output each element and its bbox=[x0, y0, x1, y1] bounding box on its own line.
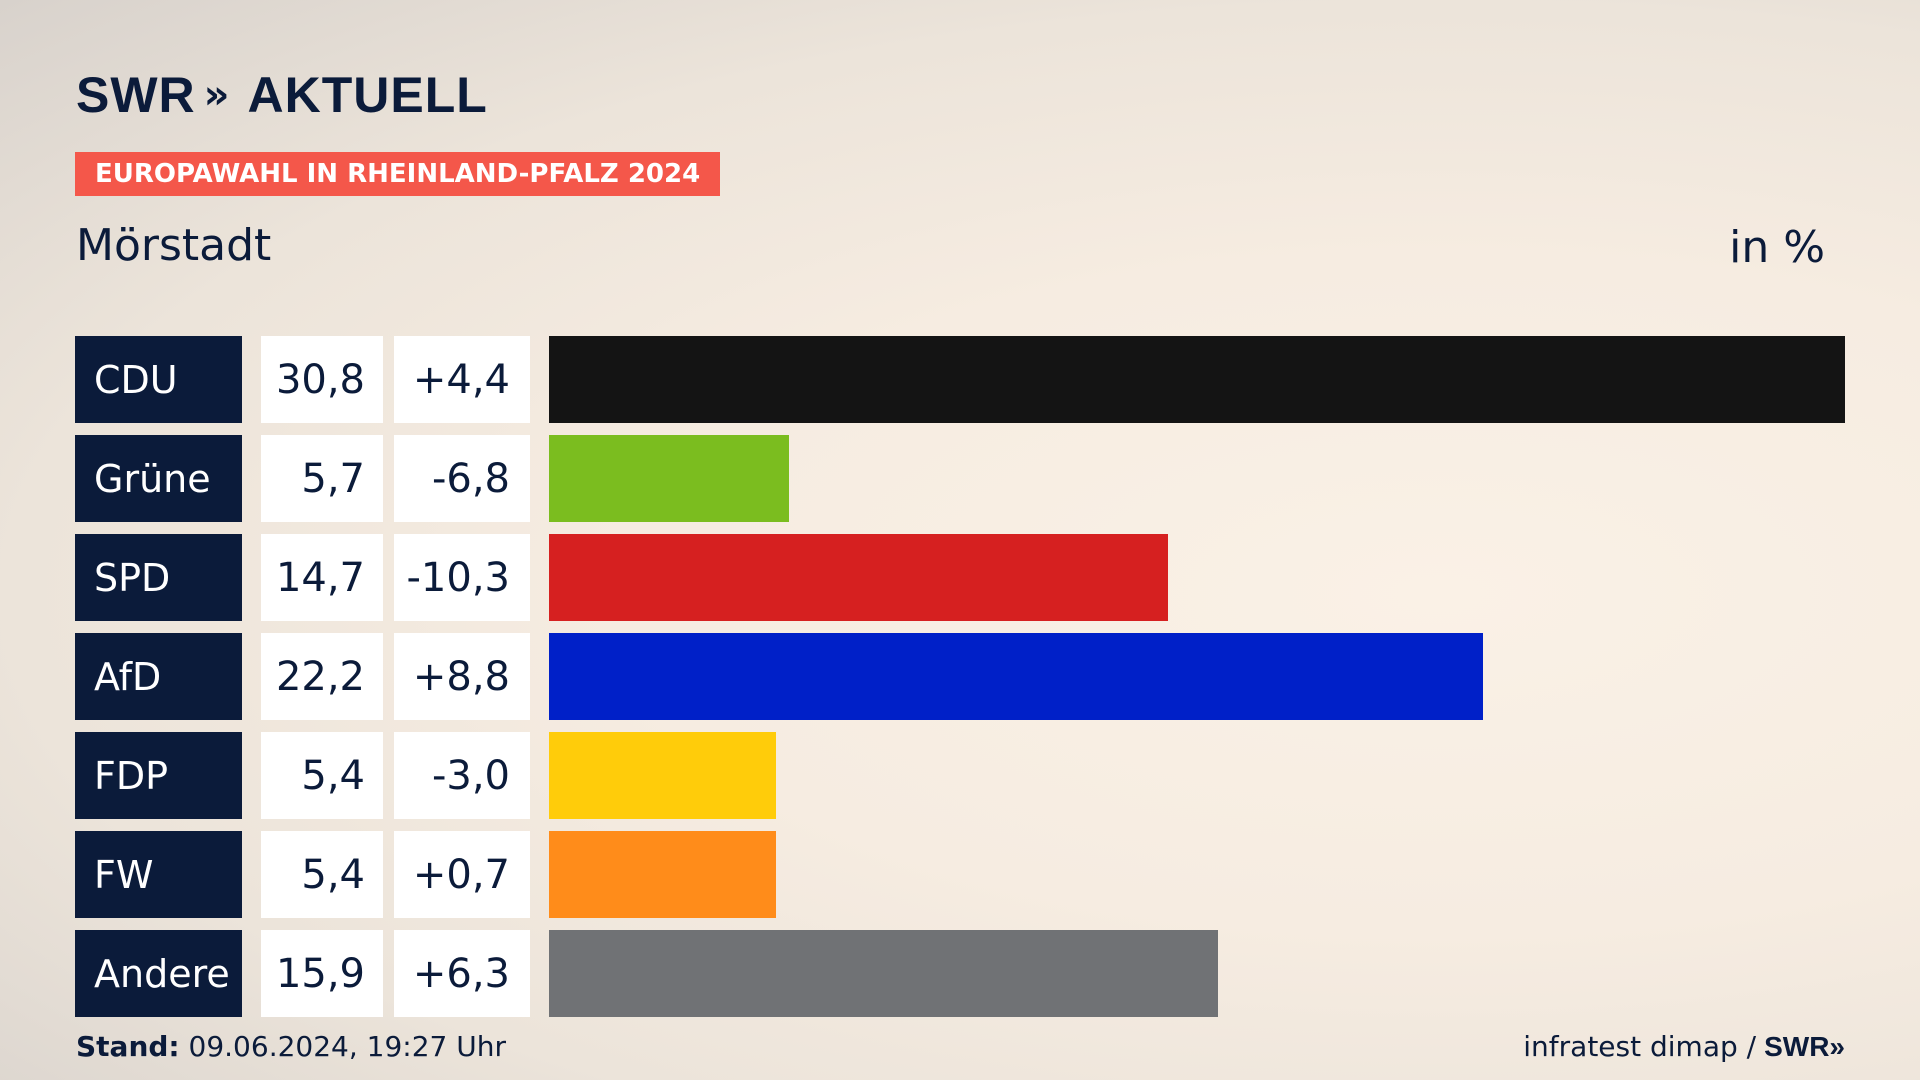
result-row: CDU 30,8 +4,4 bbox=[75, 336, 1845, 423]
election-badge: EUROPAWAHL IN RHEINLAND-PFALZ 2024 bbox=[75, 152, 721, 196]
party-label: Andere bbox=[75, 930, 242, 1017]
value-label: 5,4 bbox=[261, 732, 383, 819]
change-label: -10,3 bbox=[394, 534, 530, 621]
value-label: 30,8 bbox=[261, 336, 383, 423]
logo-chevrons-icon: » bbox=[203, 72, 230, 118]
source-text: infratest dimap / bbox=[1523, 1030, 1757, 1063]
footer-logo-text: SWR bbox=[1764, 1030, 1830, 1062]
party-label: FW bbox=[75, 831, 242, 918]
bar bbox=[549, 633, 1483, 720]
party-label: Grüne bbox=[75, 435, 242, 522]
swr-aktuell-logo: SWR » AKTUELL bbox=[76, 66, 488, 124]
unit-label: in % bbox=[1729, 222, 1825, 273]
result-row: FW 5,4 +0,7 bbox=[75, 831, 1845, 918]
value-label: 5,7 bbox=[261, 435, 383, 522]
bar bbox=[549, 732, 776, 819]
value-label: 15,9 bbox=[261, 930, 383, 1017]
result-row: Grüne 5,7 -6,8 bbox=[75, 435, 1845, 522]
bar bbox=[549, 930, 1218, 1017]
bar bbox=[549, 831, 776, 918]
bar bbox=[549, 435, 789, 522]
result-row: SPD 14,7 -10,3 bbox=[75, 534, 1845, 621]
region-title: Mörstadt bbox=[76, 220, 272, 271]
footer-swr-logo: SWR» bbox=[1764, 1031, 1845, 1063]
source-credit: infratest dimap / SWR» bbox=[1523, 1030, 1845, 1063]
timestamp: Stand: 09.06.2024, 19:27 Uhr bbox=[76, 1030, 506, 1063]
value-label: 22,2 bbox=[261, 633, 383, 720]
stand-label: Stand: bbox=[76, 1030, 180, 1063]
bar bbox=[549, 336, 1845, 423]
change-label: +6,3 bbox=[394, 930, 530, 1017]
stand-value: 09.06.2024, 19:27 Uhr bbox=[188, 1030, 506, 1063]
bar bbox=[549, 534, 1168, 621]
party-label: CDU bbox=[75, 336, 242, 423]
change-label: +8,8 bbox=[394, 633, 530, 720]
party-label: AfD bbox=[75, 633, 242, 720]
party-label: FDP bbox=[75, 732, 242, 819]
change-label: +0,7 bbox=[394, 831, 530, 918]
logo-swr-text: SWR bbox=[76, 67, 196, 123]
change-label: +4,4 bbox=[394, 336, 530, 423]
value-label: 14,7 bbox=[261, 534, 383, 621]
logo-aktuell-text: AKTUELL bbox=[247, 67, 488, 123]
change-label: -3,0 bbox=[394, 732, 530, 819]
result-row: FDP 5,4 -3,0 bbox=[75, 732, 1845, 819]
value-label: 5,4 bbox=[261, 831, 383, 918]
party-label: SPD bbox=[75, 534, 242, 621]
result-row: Andere 15,9 +6,3 bbox=[75, 930, 1845, 1017]
result-row: AfD 22,2 +8,8 bbox=[75, 633, 1845, 720]
footer-chevrons-icon: » bbox=[1829, 1030, 1845, 1062]
change-label: -6,8 bbox=[394, 435, 530, 522]
